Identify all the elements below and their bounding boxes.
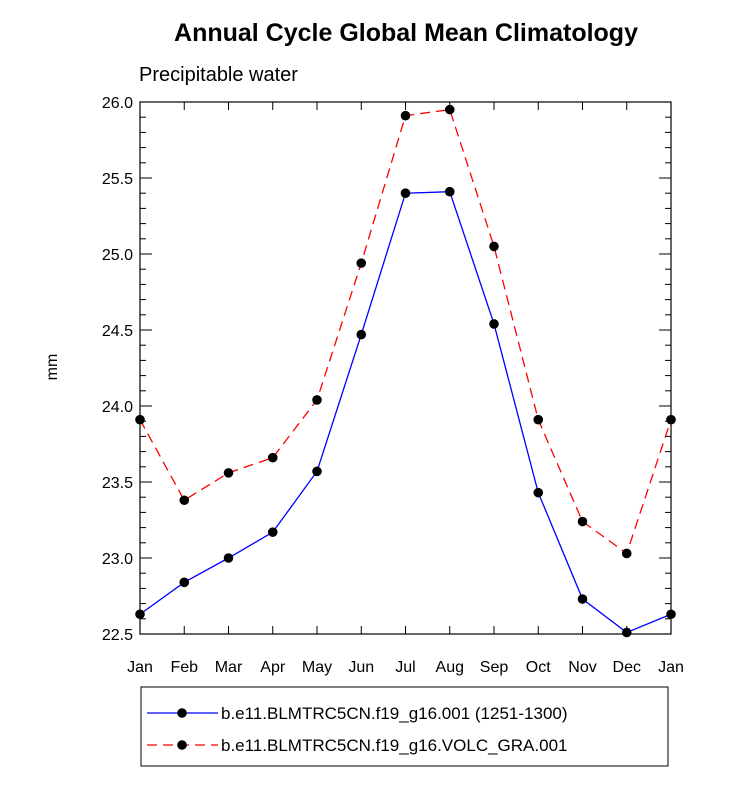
- series-1-point: [356, 329, 367, 340]
- y-tick-label: 22.5: [102, 627, 133, 644]
- x-tick-label: May: [302, 659, 332, 676]
- axes: Jan Feb Mar Apr May Jun Jul Aug Sep Oct Nov Dec Jan 2…: [102, 95, 684, 676]
- y-tick-label: 26.0: [102, 95, 133, 112]
- x-tick-label: Jul: [395, 659, 415, 676]
- x-tick-label: Jan: [658, 659, 684, 676]
- series-line-1: [139, 191, 672, 634]
- series-2-point: [533, 414, 544, 425]
- series-1-point: [135, 609, 145, 620]
- y-tick-label: 23.0: [102, 551, 133, 568]
- x-tick-label: Aug: [436, 659, 464, 676]
- x-tick-label: Dec: [613, 659, 641, 676]
- x-tick-label: Mar: [215, 659, 243, 676]
- series-2-point: [577, 516, 588, 527]
- legend-box: [140, 686, 669, 767]
- legend-marker-1: [177, 708, 187, 718]
- series-line-2: [139, 108, 672, 555]
- series-2-point: [267, 452, 278, 463]
- x-tick-label: Oct: [526, 659, 551, 676]
- series-1-point: [533, 487, 544, 498]
- y-tick-label: 23.5: [102, 475, 133, 492]
- series-2-point: [312, 395, 322, 405]
- series-2-point: [666, 414, 676, 425]
- legend-marker-2: [177, 740, 187, 750]
- series-1-point: [444, 186, 455, 197]
- chart-title: Annual Cycle Global Mean Climatology: [174, 19, 638, 47]
- series-1-point: [223, 553, 234, 563]
- x-tick-label: Nov: [568, 659, 596, 676]
- x-tick-label: Jan: [127, 659, 153, 676]
- series-1-point: [577, 594, 588, 604]
- series-2-point: [179, 495, 190, 506]
- y-tick-label: 25.0: [102, 247, 133, 264]
- series-1-point: [312, 466, 322, 477]
- series-2-point: [489, 241, 499, 252]
- chart-subtitle: Precipitable water: [139, 64, 298, 86]
- y-tick-label: 24.0: [102, 399, 133, 416]
- series-2-point: [356, 258, 367, 268]
- series-1-point: [179, 577, 190, 588]
- x-tick-label: Feb: [170, 659, 198, 676]
- y-axis-label: mm: [44, 354, 61, 381]
- series-1-point: [267, 527, 278, 537]
- series-1-point: [400, 188, 411, 198]
- x-tick-label: Jun: [348, 659, 374, 676]
- series-layer: [135, 104, 676, 638]
- legend-label-2: b.e11.BLMTRC5CN.f19_g16.VOLC_GRA.001: [221, 736, 567, 755]
- plot-frame: [139, 101, 672, 635]
- series-1-point: [621, 627, 632, 638]
- y-tick-label: 25.5: [102, 171, 133, 188]
- series-2-point: [400, 110, 411, 121]
- series-1-point: [489, 319, 499, 329]
- legend: b.e11.BLMTRC5CN.f19_g16.001 (1251-1300) b…: [147, 704, 568, 755]
- legend-label-1: b.e11.BLMTRC5CN.f19_g16.001 (1251-1300): [221, 704, 568, 723]
- series-1-point: [666, 609, 676, 620]
- series-2-point: [223, 468, 234, 478]
- series-2-point: [444, 104, 455, 115]
- y-tick-label: 24.5: [102, 323, 133, 340]
- series-2-point: [135, 414, 145, 425]
- x-tick-label: Sep: [480, 659, 509, 676]
- x-tick-label: Apr: [260, 659, 286, 676]
- series-2-point: [621, 548, 632, 559]
